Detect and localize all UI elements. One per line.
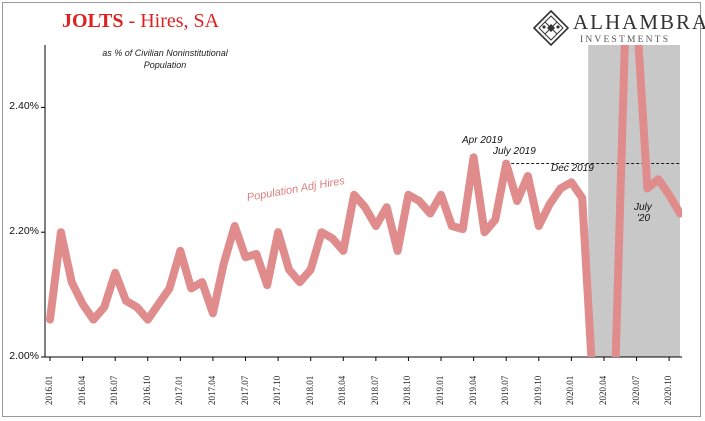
x-tick-label: 2018.07 [369, 375, 380, 405]
annotation-apr-2019: Apr 2019 [462, 135, 503, 146]
y-tick-label: 2.40% [9, 100, 39, 113]
diamond-lattice-icon [533, 10, 569, 46]
x-tick-label: 2019.04 [467, 375, 478, 405]
chart-subtitle: as % of Civilian Noninstitutional Popula… [102, 48, 228, 70]
x-tick-label: 2020.10 [663, 375, 674, 405]
annotation-dec-2019: Dec 2019 [551, 163, 594, 174]
shaded-region [588, 45, 680, 357]
x-tick-label: 2017.07 [239, 375, 250, 405]
annotation-july-2019: July 2019 [493, 146, 536, 157]
x-tick-label: 2019.07 [500, 375, 511, 405]
x-tick-label: 2020.01 [565, 375, 576, 405]
x-tick-label: 2020.04 [597, 375, 608, 405]
x-tick-label: 2019.10 [532, 375, 543, 405]
y-tick-label: 2.20% [9, 225, 39, 238]
x-tick-label: 2017.04 [206, 375, 217, 405]
annotation-july-20: July [634, 202, 652, 213]
logo-sub: INVESTMENTS [580, 35, 671, 45]
x-tick-label: 2017.01 [174, 375, 185, 405]
x-tick-label: 2018.10 [402, 375, 413, 405]
x-tick-label: 2016.01 [44, 375, 54, 405]
chart-title: JOLTS - Hires, SA [62, 10, 220, 32]
x-tick-label: 2016.10 [141, 375, 152, 405]
x-tick-label: 2020.07 [630, 375, 641, 405]
x-tick-label: 2018.01 [304, 375, 315, 405]
logo-name: ALHAMBRA [573, 10, 705, 34]
annotation-year-20: '20 [637, 213, 651, 224]
x-tick-label: 2016.07 [109, 375, 120, 405]
x-tick-label: 2019.01 [435, 375, 446, 405]
x-tick-label: 2018.04 [337, 375, 348, 405]
y-tick-label: 2.00% [9, 350, 39, 362]
brand-logo: ALHAMBRA INVESTMENTS [533, 10, 705, 50]
x-tick-label: 2016.04 [76, 375, 87, 405]
x-tick-label: 2017.10 [272, 375, 283, 405]
